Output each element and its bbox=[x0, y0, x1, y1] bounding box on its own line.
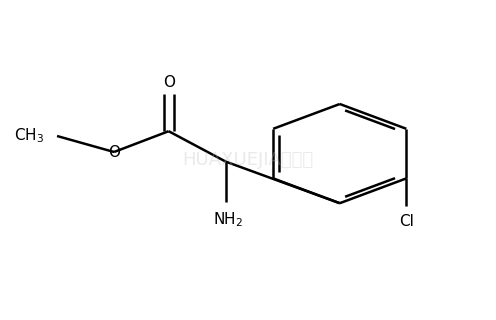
Text: Cl: Cl bbox=[399, 214, 414, 229]
Text: NH$_2$: NH$_2$ bbox=[213, 211, 243, 229]
Text: O: O bbox=[108, 146, 120, 160]
Text: CH$_3$: CH$_3$ bbox=[14, 126, 45, 145]
Text: O: O bbox=[163, 75, 175, 90]
Text: HUAXUEJIA化学加: HUAXUEJIA化学加 bbox=[183, 151, 313, 169]
